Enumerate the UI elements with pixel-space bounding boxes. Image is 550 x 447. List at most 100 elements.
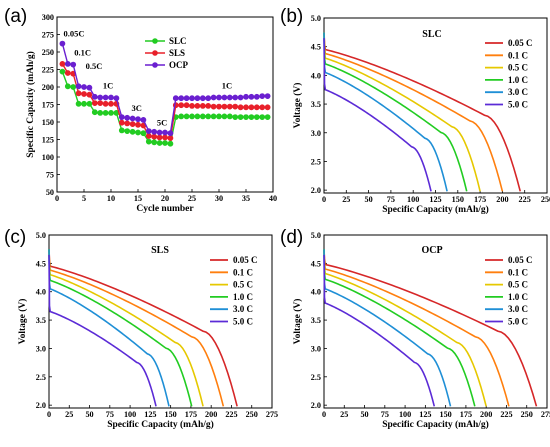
data-point-sls xyxy=(199,103,206,109)
data-point-sls xyxy=(129,121,136,127)
y-tick-label: 5.0 xyxy=(36,231,46,240)
data-point-ocp xyxy=(64,61,71,67)
legend-label: 0.1 C xyxy=(233,267,253,277)
rate-annotation: 0.1C xyxy=(74,48,91,58)
data-point-slc xyxy=(253,114,260,120)
data-point-slc xyxy=(248,114,255,120)
plot-frame xyxy=(323,234,548,409)
x-tick-label: 275 xyxy=(266,410,278,419)
data-point-sls xyxy=(183,102,190,109)
x-tick-label: 35 xyxy=(242,194,250,203)
rate-annotation: 5C xyxy=(157,118,167,128)
discharge-curve-10C xyxy=(323,32,468,192)
data-point-ocp xyxy=(205,95,212,102)
x-tick-label: 250 xyxy=(246,410,258,419)
data-point-sls xyxy=(237,104,244,111)
y-tick-label: 150 xyxy=(42,118,54,127)
data-point-sls xyxy=(253,104,260,111)
data-point-sls xyxy=(259,104,266,111)
data-point-ocp xyxy=(108,94,114,101)
panel-2: 0 25 50 75 100 125 150 175 200 225 250 275 2.0 2.5 3.0… xyxy=(4,227,278,430)
y-tick-label: 4.0 xyxy=(36,288,46,297)
x-tick-label: 0 xyxy=(322,195,326,204)
x-axis-label: Specific Capacity (mAh/g) xyxy=(382,204,489,215)
data-point-sls xyxy=(118,119,125,126)
data-point-slc xyxy=(167,140,174,147)
data-point-slc xyxy=(135,129,141,136)
data-point-sls xyxy=(210,103,217,110)
data-point-sls xyxy=(97,100,104,106)
data-point-ocp xyxy=(172,95,179,102)
y-tick-label: 3.0 xyxy=(311,344,321,353)
x-tick-label: 100 xyxy=(407,195,419,204)
x-axis-label: Specific Capacity (mAh/g) xyxy=(382,419,489,430)
data-point-ocp xyxy=(232,94,239,101)
data-point-slc xyxy=(216,113,222,120)
data-point-sls xyxy=(194,103,201,109)
data-point-sls xyxy=(59,61,66,67)
discharge-curve-30C xyxy=(323,32,448,192)
y-tick-label: 3.5 xyxy=(311,100,321,109)
y-axis-label: Voltage (V) xyxy=(17,299,28,345)
discharge-curve-50C xyxy=(48,254,157,407)
x-tick-label: 150 xyxy=(439,410,451,419)
plot-frame xyxy=(48,234,273,409)
data-point-ocp xyxy=(253,93,260,100)
x-axis-label: Specific Capacity (mAh/g) xyxy=(107,419,214,430)
y-tick-label: 200 xyxy=(42,83,54,92)
y-axis-label: Voltage (V) xyxy=(292,299,303,345)
discharge-curve-50C xyxy=(323,38,432,192)
data-point-slc xyxy=(156,140,163,146)
x-tick-label: 250 xyxy=(541,195,550,204)
y-tick-label: 3.0 xyxy=(311,129,321,138)
data-point-slc xyxy=(210,113,217,120)
data-point-ocp xyxy=(189,95,195,102)
data-point-slc xyxy=(129,128,136,135)
data-point-slc xyxy=(243,114,249,120)
data-point-sls xyxy=(151,133,158,140)
x-tick-label: 50 xyxy=(360,410,368,419)
data-point-ocp xyxy=(91,93,98,100)
y-tick-label: 4.5 xyxy=(311,43,321,52)
data-point-sls xyxy=(264,104,271,111)
x-tick-label: 20 xyxy=(161,194,169,203)
discharge-curve-50C xyxy=(323,254,436,407)
legend-label: 1.0 C xyxy=(233,292,253,302)
rate-annotation: 0.5C xyxy=(86,61,103,71)
data-point-ocp xyxy=(167,130,174,137)
data-point-slc xyxy=(70,84,77,90)
x-tick-label: 175 xyxy=(185,410,197,419)
discharge-curve-10C xyxy=(48,249,193,407)
data-point-ocp xyxy=(243,93,249,100)
data-point-ocp xyxy=(156,129,163,136)
data-point-slc xyxy=(124,128,131,134)
x-tick-label: 150 xyxy=(452,195,464,204)
y-tick-label: 225 xyxy=(42,66,54,75)
legend-label: 5.0 C xyxy=(508,317,528,327)
panel-label: (d) xyxy=(280,227,303,248)
data-point-sls xyxy=(145,133,152,139)
data-point-ocp xyxy=(226,94,233,101)
data-point-sls xyxy=(248,104,255,111)
data-point-ocp xyxy=(135,116,141,123)
data-point-slc xyxy=(91,109,98,116)
data-point-sls xyxy=(221,103,228,110)
data-point-sls xyxy=(156,134,163,141)
data-point-slc xyxy=(205,113,212,120)
data-point-sls xyxy=(178,102,185,109)
legend-label: 3.0 C xyxy=(508,87,528,97)
panel-label: (a) xyxy=(4,6,27,27)
y-tick-label: 125 xyxy=(42,136,54,145)
data-point-sls xyxy=(86,91,93,98)
data-point-slc xyxy=(199,113,206,120)
data-point-ocp xyxy=(221,94,228,101)
data-point-slc xyxy=(162,140,168,146)
x-tick-label: 175 xyxy=(460,410,472,419)
legend-marker xyxy=(152,50,158,56)
data-point-sls xyxy=(243,104,249,111)
x-tick-label: 10 xyxy=(107,194,115,203)
y-tick-label: 2.0 xyxy=(36,401,46,410)
y-tick-label: 275 xyxy=(42,31,54,40)
data-point-sls xyxy=(102,100,109,107)
